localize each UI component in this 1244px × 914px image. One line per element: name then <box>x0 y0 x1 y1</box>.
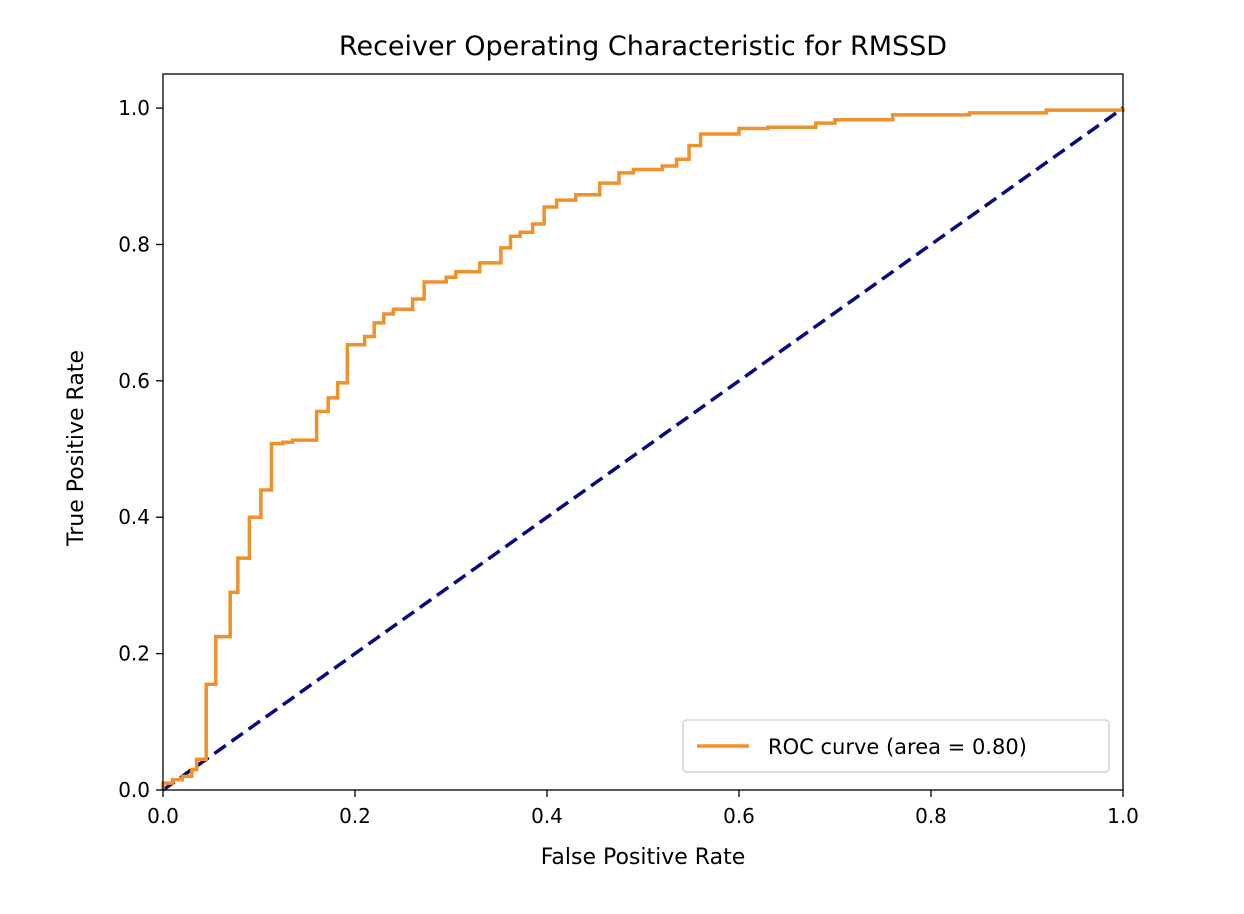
axis-ticks: 0.0 0.2 0.4 0.6 0.8 1.0 0.0 0.2 0.4 0.6 0.8 1.0 <box>118 96 1139 828</box>
x-tick-label: 0.6 <box>723 804 755 828</box>
axes-frame <box>162 73 1124 791</box>
x-tick-label: 0.8 <box>915 804 947 828</box>
y-tick-label: 0.8 <box>118 232 150 256</box>
legend-label: ROC curve (area = 0.80) <box>768 735 1027 759</box>
chart-title: Receiver Operating Characteristic for RM… <box>339 31 947 62</box>
y-tick-label: 0.4 <box>118 505 150 529</box>
x-tick-label: 0.4 <box>531 804 563 828</box>
chance-line <box>161 106 1125 792</box>
x-axis-label: False Positive Rate <box>541 845 745 870</box>
y-axis-label: True Positive Rate <box>64 350 89 547</box>
x-tick-label: 1.0 <box>1107 804 1139 828</box>
y-tick-label: 1.0 <box>118 96 150 120</box>
legend-box <box>682 719 1110 773</box>
x-tick-label: 0.0 <box>147 804 179 828</box>
y-tick-label: 0.0 <box>118 778 150 802</box>
y-tick-label: 0.2 <box>118 642 150 666</box>
y-tick-label: 0.6 <box>118 369 150 393</box>
roc-curve-line <box>161 108 1125 790</box>
x-tick-label: 0.2 <box>339 804 371 828</box>
plot-area <box>161 106 1125 792</box>
legend: ROC curve (area = 0.80) <box>682 719 1110 773</box>
